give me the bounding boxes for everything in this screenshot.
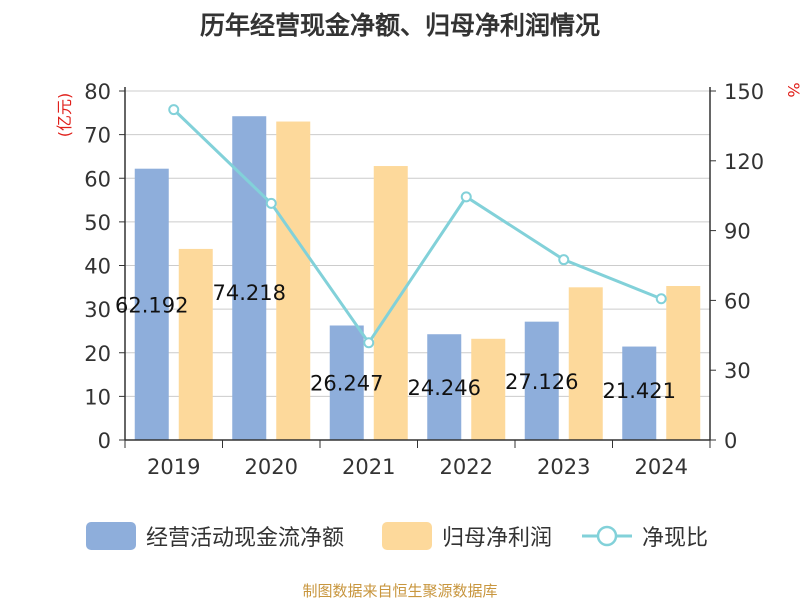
x-tick-label: 2021 <box>342 455 395 479</box>
legend-swatch-net-profit <box>382 522 432 550</box>
y-right-tick-label: 120 <box>724 150 764 174</box>
bar-net-profit-2022 <box>471 338 506 440</box>
x-tick-label: 2023 <box>537 455 590 479</box>
y-left-tick-label: 50 <box>84 211 111 235</box>
y-left-tick-label: 10 <box>84 385 111 409</box>
legend-label-cashflow: 经营活动现金流净额 <box>146 526 345 551</box>
data-label-cashflow-2021: 26.247 <box>310 372 383 396</box>
y-left-tick-label: 60 <box>84 167 111 191</box>
y-right-tick-label: 0 <box>724 429 737 453</box>
point-cash-ratio-2022 <box>460 191 472 203</box>
legend-swatch-cash-ratio <box>582 525 632 547</box>
y-left-tick-label: 30 <box>84 298 111 322</box>
bar-net-profit-2019 <box>178 248 213 440</box>
bar-cashflow-2021 <box>329 325 364 440</box>
y-left-tick-label: 70 <box>84 124 111 148</box>
y-right-tick-label: 90 <box>724 220 751 244</box>
y-right-tick-label: 30 <box>724 359 751 383</box>
data-source-note: 制图数据来自恒生聚源数据库 <box>302 582 498 600</box>
point-cash-ratio-2023 <box>558 254 570 266</box>
y-left-axis-title: (亿元) <box>55 93 74 138</box>
data-label-cashflow-2023: 27.126 <box>505 370 578 394</box>
point-cash-ratio-2019 <box>168 104 180 116</box>
y-left-tick-label: 20 <box>84 342 111 366</box>
legend-item-net-profit[interactable]: 归母净利润 <box>382 518 552 554</box>
data-label-cashflow-2022: 24.246 <box>408 376 481 400</box>
chart-title: 历年经营现金净额、归母净利润情况 <box>199 11 600 40</box>
legend-item-cash-ratio[interactable]: 净现比 <box>582 518 708 554</box>
y-left-tick-label: 80 <box>84 80 111 104</box>
x-tick-label: 2022 <box>440 455 493 479</box>
legend-label-cash-ratio: 净现比 <box>642 526 709 551</box>
legend: 经营活动现金流净额 归母净利润 净现比 <box>0 518 800 554</box>
bar-cashflow-2020 <box>232 116 267 441</box>
y-left-tick-label: 40 <box>84 255 111 279</box>
bar-net-profit-2024 <box>666 286 701 440</box>
data-label-cashflow-2019: 62.192 <box>115 293 188 317</box>
data-label-cashflow-2024: 21.421 <box>603 379 676 403</box>
x-tick-label: 2024 <box>635 455 688 479</box>
legend-item-cashflow[interactable]: 经营活动现金流净额 <box>86 518 344 554</box>
x-tick-label: 2020 <box>245 455 298 479</box>
point-cash-ratio-2021 <box>363 337 375 349</box>
bar-net-profit-2021 <box>373 166 408 440</box>
point-cash-ratio-2024 <box>655 293 667 305</box>
y-right-tick-label: 150 <box>724 80 764 104</box>
line-cash-ratio <box>172 108 662 346</box>
legend-label-net-profit: 归母净利润 <box>442 526 553 551</box>
x-tick-label: 2019 <box>147 455 200 479</box>
bar-net-profit-2020 <box>276 121 311 440</box>
bar-cashflow-2024 <box>622 346 657 440</box>
y-left-tick-label: 0 <box>98 429 111 453</box>
data-label-cashflow-2020: 74.218 <box>213 281 286 305</box>
bar-cashflow-2019 <box>134 168 169 441</box>
y-right-tick-label: 60 <box>724 289 751 313</box>
bar-net-profit-2023 <box>568 287 603 440</box>
y-right-axis-title: % <box>784 82 800 97</box>
point-cash-ratio-2020 <box>265 197 277 209</box>
bar-cashflow-2022 <box>427 334 462 440</box>
legend-swatch-cashflow <box>86 522 136 550</box>
bar-cashflow-2023 <box>524 321 559 440</box>
